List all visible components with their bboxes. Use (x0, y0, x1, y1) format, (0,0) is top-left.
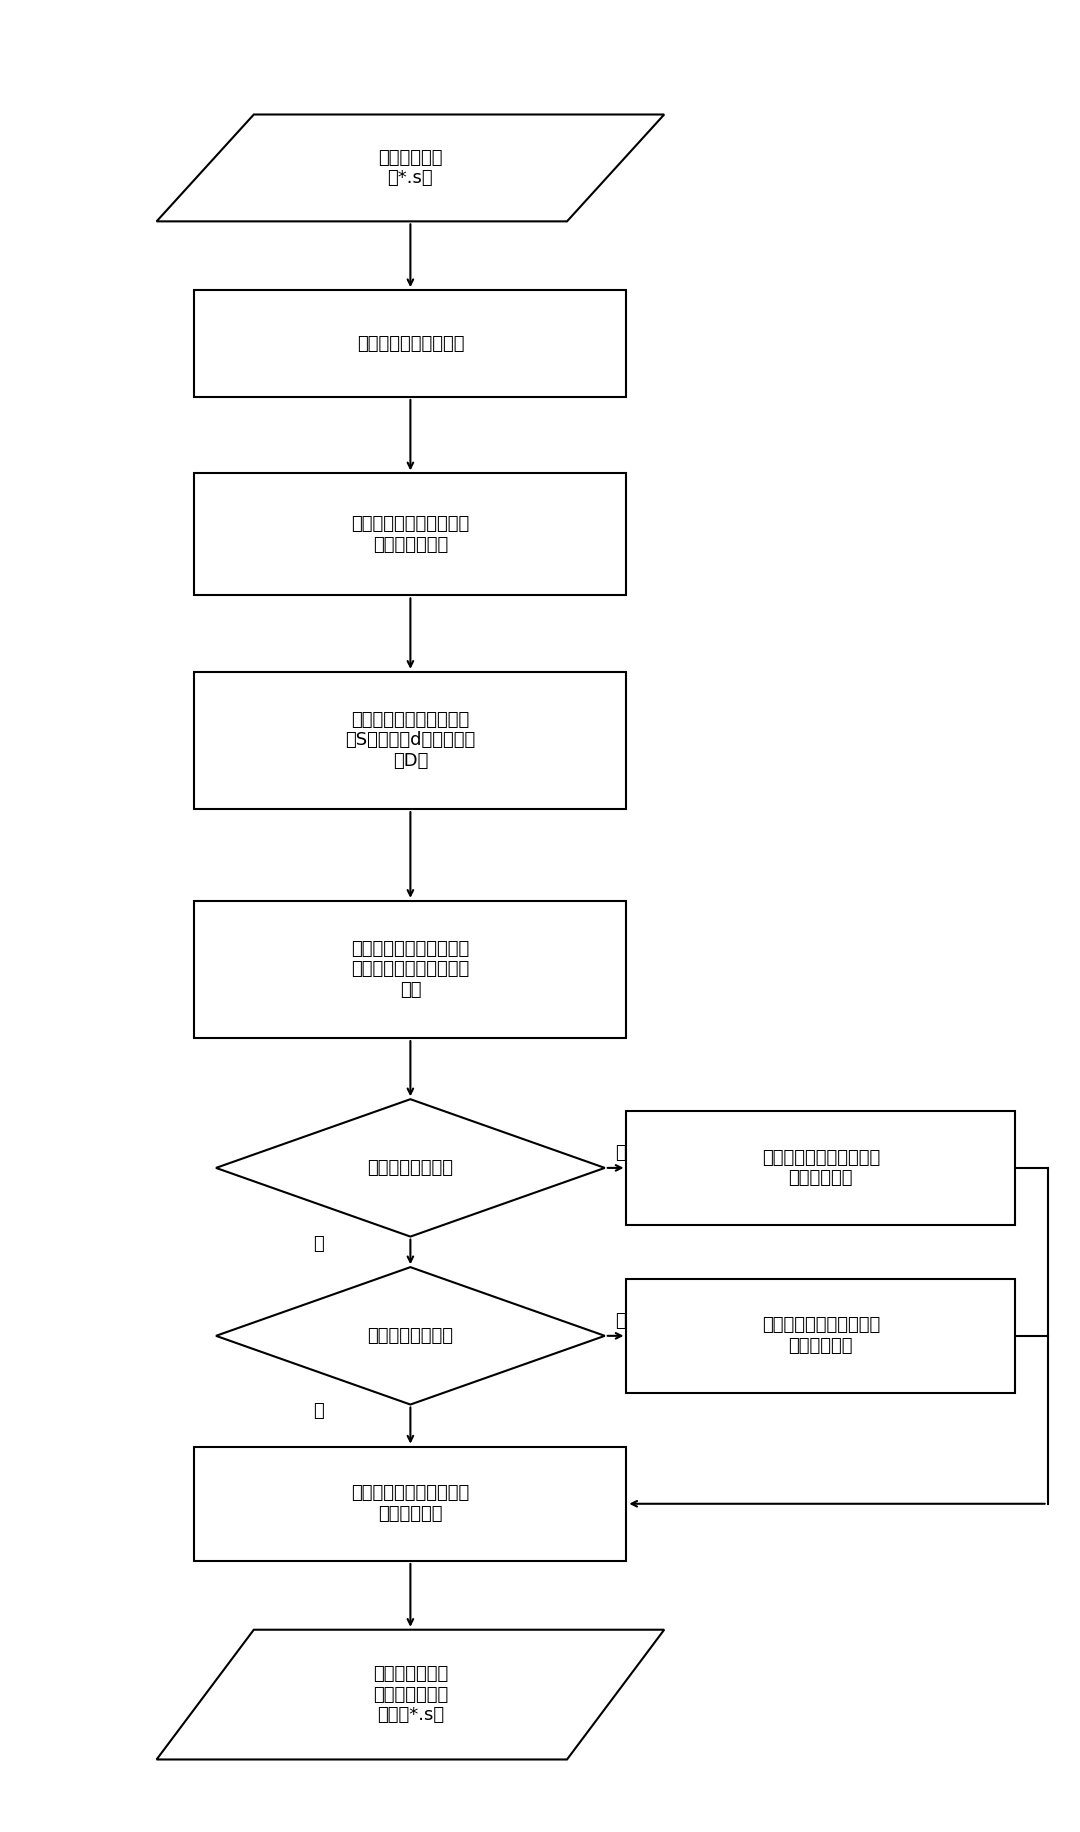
Polygon shape (216, 1268, 605, 1405)
Text: 在基本块开头插入签名和
签名校验指令: 在基本块开头插入签名和 签名校验指令 (761, 1317, 880, 1356)
Text: 在基本块开头插入签名和
签名校验指令: 在基本块开头插入签名和 签名校验指令 (351, 1484, 470, 1522)
Text: 是: 是 (616, 1312, 626, 1330)
FancyBboxPatch shape (194, 473, 626, 595)
Text: 否: 否 (313, 1235, 324, 1253)
FancyBboxPatch shape (194, 289, 626, 398)
Text: 分析跳转关系，建立函数
基本块跳转链表: 分析跳转关系，建立函数 基本块跳转链表 (351, 515, 470, 553)
Text: 插入签名和签名
校验指令的汇编
文件（*.s）: 插入签名和签名 校验指令的汇编 文件（*.s） (373, 1665, 448, 1724)
Text: 词法分析，划分基本块: 词法分析，划分基本块 (356, 335, 464, 352)
Text: 是: 是 (616, 1143, 626, 1161)
Polygon shape (216, 1099, 605, 1237)
FancyBboxPatch shape (194, 1447, 626, 1561)
Text: 生成基本块签名（静态签
名S、签名差d和调整签名
差D）: 生成基本块签名（静态签 名S、签名差d和调整签名 差D） (346, 711, 475, 769)
Polygon shape (157, 1630, 664, 1759)
Text: 在基本块开头和结尾插入
标志着块开头和结尾的伪
指令: 在基本块开头和结尾插入 标志着块开头和结尾的伪 指令 (351, 940, 470, 998)
FancyBboxPatch shape (194, 672, 626, 810)
Polygon shape (157, 114, 664, 222)
FancyBboxPatch shape (626, 1279, 1015, 1392)
FancyBboxPatch shape (626, 1110, 1015, 1226)
Text: 是否为函数入口块: 是否为函数入口块 (367, 1160, 454, 1176)
Text: 是否为函数返回块: 是否为函数返回块 (367, 1326, 454, 1345)
FancyBboxPatch shape (194, 901, 626, 1039)
Text: 标准汇编文件
（*.s）: 标准汇编文件 （*.s） (378, 148, 443, 187)
Text: 在基本块开头插入签名和
签名校验指令: 在基本块开头插入签名和 签名校验指令 (761, 1149, 880, 1187)
Text: 否: 否 (313, 1401, 324, 1420)
